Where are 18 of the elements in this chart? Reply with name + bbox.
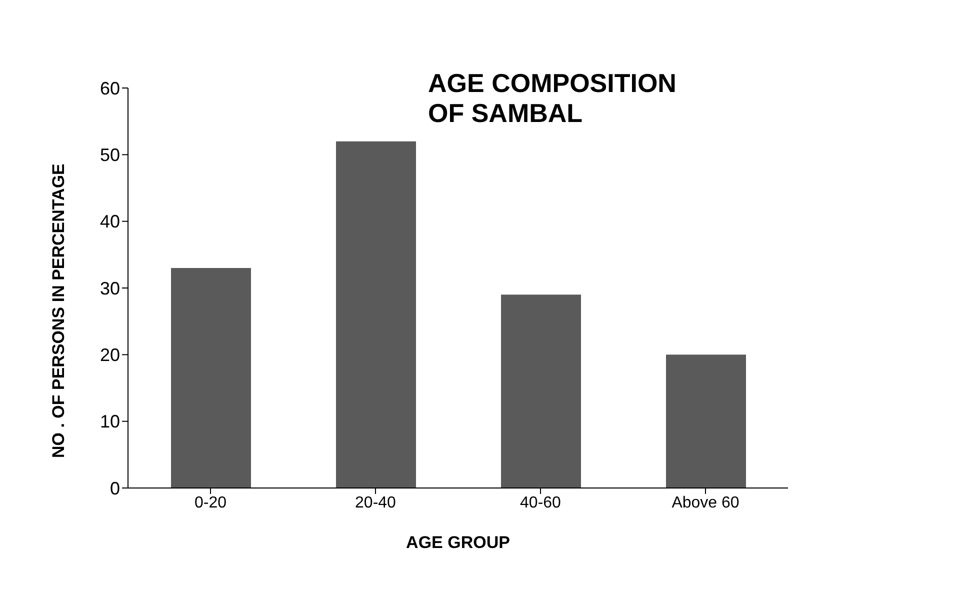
y-tick-label: 60 [100,78,120,98]
chart-title: AGE COMPOSITION OF SAMBAL [428,68,678,128]
y-tick-label: 10 [100,412,120,432]
y-tick-label: 50 [100,145,120,166]
x-tick-label: Above 60 [672,494,740,512]
bar [666,354,746,488]
x-tick-label: 0-20 [194,494,227,512]
x-axis-title: AGE GROUP [406,533,510,552]
y-tick-label: 40 [100,212,120,232]
bar [336,141,416,488]
bar [171,268,251,488]
y-axis-title: NO . OF PERSONS IN PERCENTAGE [49,164,68,458]
y-tick-label: 30 [100,278,120,298]
x-tick-label: 40-60 [520,494,562,512]
y-tick-label: 20 [100,345,120,366]
y-tick-label: 0 [110,478,120,498]
bar [501,294,581,488]
x-tick-label: 20-40 [355,494,396,512]
